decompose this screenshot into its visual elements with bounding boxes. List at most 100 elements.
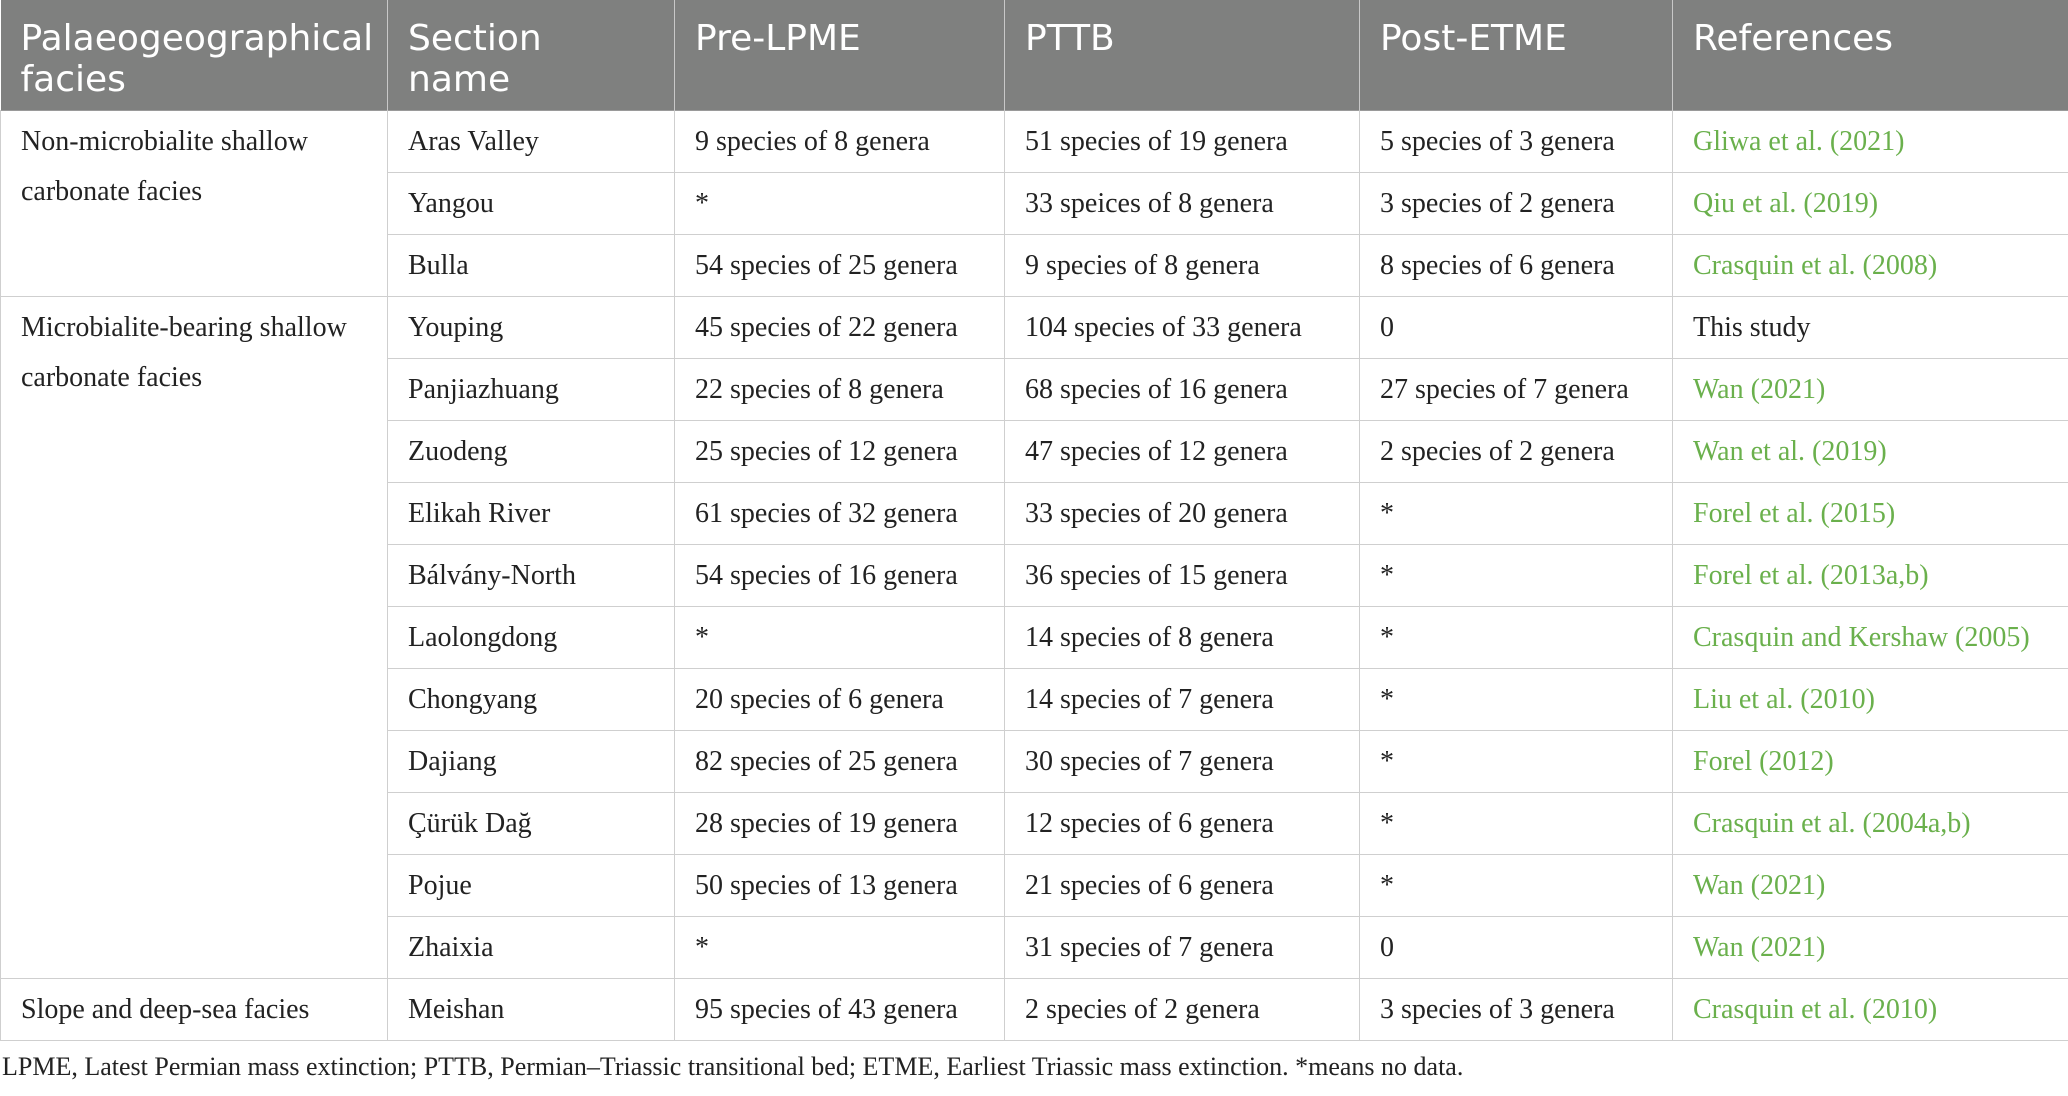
section-name-cell: Bulla (387, 234, 675, 297)
post-etme-cell: * (1359, 668, 1673, 731)
pre-lpme-cell: 45 species of 22 genera (674, 296, 1005, 359)
pre-lpme-cell: * (674, 606, 1005, 669)
reference-cell[interactable]: Wan (2021) (1672, 916, 2068, 979)
facies-cell: Microbialite-bearing shallow carbonate f… (0, 296, 388, 979)
header-references: References (1672, 0, 2068, 111)
section-name-cell: Elikah River (387, 482, 675, 545)
post-etme-cell: 0 (1359, 296, 1673, 359)
reference-cell[interactable]: Forel et al. (2013a,b) (1672, 544, 2068, 607)
pttb-cell: 21 species of 6 genera (1004, 854, 1360, 917)
table-row: Elikah River 61 species of 32 genera 33 sp… (1, 482, 2068, 545)
data-table-container: Palaeogeographical facies Section name P… (0, 0, 2068, 1041)
post-etme-cell: * (1359, 854, 1673, 917)
post-etme-cell: 3 species of 3 genera (1359, 978, 1673, 1041)
table-footnote: LPME, Latest Permian mass extinction; PT… (2, 1052, 1464, 1081)
reference-cell[interactable]: Liu et al. (2010) (1672, 668, 2068, 731)
post-etme-cell: 2 species of 2 genera (1359, 420, 1673, 483)
section-name-cell: Dajiang (387, 730, 675, 793)
table-row: Pojue 50 species of 13 genera 21 species o… (1, 854, 2068, 917)
pre-lpme-cell: 22 species of 8 genera (674, 358, 1005, 421)
pre-lpme-cell: 61 species of 32 genera (674, 482, 1005, 545)
pttb-cell: 36 species of 15 genera (1004, 544, 1360, 607)
reference-cell[interactable]: Wan et al. (2019) (1672, 420, 2068, 483)
pttb-cell: 30 species of 7 genera (1004, 730, 1360, 793)
post-etme-cell: 3 species of 2 genera (1359, 172, 1673, 235)
table-row: Yangou * 33 speices of 8 genera 3 species o… (1, 172, 2068, 235)
reference-cell[interactable]: Gliwa et al. (2021) (1672, 110, 2068, 173)
pttb-cell: 33 species of 20 genera (1004, 482, 1360, 545)
section-name-cell: Yangou (387, 172, 675, 235)
section-name-cell: Laolongdong (387, 606, 675, 669)
section-name-cell: Meishan (387, 978, 675, 1041)
reference-cell[interactable]: Wan (2021) (1672, 358, 2068, 421)
table-row: Dajiang 82 species of 25 genera 30 species… (1, 730, 2068, 793)
table-body: Non-microbialite shallow carbonate facie… (0, 110, 2068, 1041)
table-row: Panjiazhuang 22 species of 8 genera 68 spe… (1, 358, 2068, 421)
pttb-cell: 33 speices of 8 genera (1004, 172, 1360, 235)
reference-cell[interactable]: Forel (2012) (1672, 730, 2068, 793)
reference-cell[interactable]: Crasquin et al. (2004a,b) (1672, 792, 2068, 855)
post-etme-cell: * (1359, 606, 1673, 669)
reference-cell[interactable]: Forel et al. (2015) (1672, 482, 2068, 545)
pre-lpme-cell: 54 species of 16 genera (674, 544, 1005, 607)
reference-cell[interactable]: Crasquin et al. (2008) (1672, 234, 2068, 297)
reference-cell[interactable]: Wan (2021) (1672, 854, 2068, 917)
pre-lpme-cell: 9 species of 8 genera (674, 110, 1005, 173)
header-section-name: Section name (387, 0, 675, 111)
pttb-cell: 31 species of 7 genera (1004, 916, 1360, 979)
pre-lpme-cell: 50 species of 13 genera (674, 854, 1005, 917)
pttb-cell: 12 species of 6 genera (1004, 792, 1360, 855)
reference-cell[interactable]: Crasquin et al. (2010) (1672, 978, 2068, 1041)
pttb-cell: 14 species of 8 genera (1004, 606, 1360, 669)
section-name-cell: Pojue (387, 854, 675, 917)
reference-cell[interactable]: Qiu et al. (2019) (1672, 172, 2068, 235)
pre-lpme-cell: 82 species of 25 genera (674, 730, 1005, 793)
table-row: Slope and deep-sea facies Meishan 95 speci… (0, 978, 2068, 1041)
pre-lpme-cell: 95 species of 43 genera (674, 978, 1005, 1041)
section-name-cell: Youping (387, 296, 675, 359)
pttb-cell: 14 species of 7 genera (1004, 668, 1360, 731)
pttb-cell: 51 species of 19 genera (1004, 110, 1360, 173)
pttb-cell: 68 species of 16 genera (1004, 358, 1360, 421)
post-etme-cell: * (1359, 730, 1673, 793)
post-etme-cell: 0 (1359, 916, 1673, 979)
pre-lpme-cell: 25 species of 12 genera (674, 420, 1005, 483)
table-header: Palaeogeographical facies Section name P… (0, 0, 2068, 111)
reference-cell[interactable]: Crasquin and Kershaw (2005) (1672, 606, 2068, 669)
table-row: Microbialite-bearing shallow carbonate f… (0, 296, 2068, 979)
section-name-cell: Çürük Dağ (387, 792, 675, 855)
table-row: Bálvány-North 54 species of 16 genera 36 s… (1, 544, 2068, 607)
section-name-cell: Chongyang (387, 668, 675, 731)
post-etme-cell: 27 species of 7 genera (1359, 358, 1673, 421)
pre-lpme-cell: 28 species of 19 genera (674, 792, 1005, 855)
table-row: Chongyang 20 species of 6 genera 14 specie… (1, 668, 2068, 731)
post-etme-cell: * (1359, 482, 1673, 545)
ostracod-diversity-table: Palaeogeographical facies Section name P… (0, 0, 2068, 1041)
table-row: Laolongdong * 14 species of 8 genera * Crasq… (1, 606, 2068, 669)
header-pttb: PTTB (1004, 0, 1360, 111)
pttb-cell: 2 species of 2 genera (1004, 978, 1360, 1041)
pre-lpme-cell: 54 species of 25 genera (674, 234, 1005, 297)
section-name-cell: Aras Valley (387, 110, 675, 173)
section-name-cell: Panjiazhuang (387, 358, 675, 421)
table-row: Zuodeng 25 species of 12 genera 47 species… (1, 420, 2068, 483)
post-etme-cell: 8 species of 6 genera (1359, 234, 1673, 297)
section-name-cell: Zhaixia (387, 916, 675, 979)
section-name-cell: Bálvány-North (387, 544, 675, 607)
pre-lpme-cell: * (674, 916, 1005, 979)
header-facies: Palaeogeographical facies (0, 0, 388, 111)
header-pre-lpme: Pre-LPME (674, 0, 1005, 111)
post-etme-cell: * (1359, 792, 1673, 855)
pttb-cell: 9 species of 8 genera (1004, 234, 1360, 297)
header-post-etme: Post-ETME (1359, 0, 1673, 111)
table-row: Non-microbialite shallow carbonate facie… (0, 110, 2068, 297)
table-row: Çürük Dağ 28 species of 19 genera 12 speci… (1, 792, 2068, 855)
facies-cell: Slope and deep-sea facies (0, 978, 388, 1041)
table-row: Bulla 54 species of 25 genera 9 species of… (1, 234, 2068, 297)
section-name-cell: Zuodeng (387, 420, 675, 483)
pre-lpme-cell: 20 species of 6 genera (674, 668, 1005, 731)
pttb-cell: 47 species of 12 genera (1004, 420, 1360, 483)
header-row: Palaeogeographical facies Section name P… (0, 0, 2068, 111)
pre-lpme-cell: * (674, 172, 1005, 235)
reference-cell: This study (1672, 296, 2068, 359)
